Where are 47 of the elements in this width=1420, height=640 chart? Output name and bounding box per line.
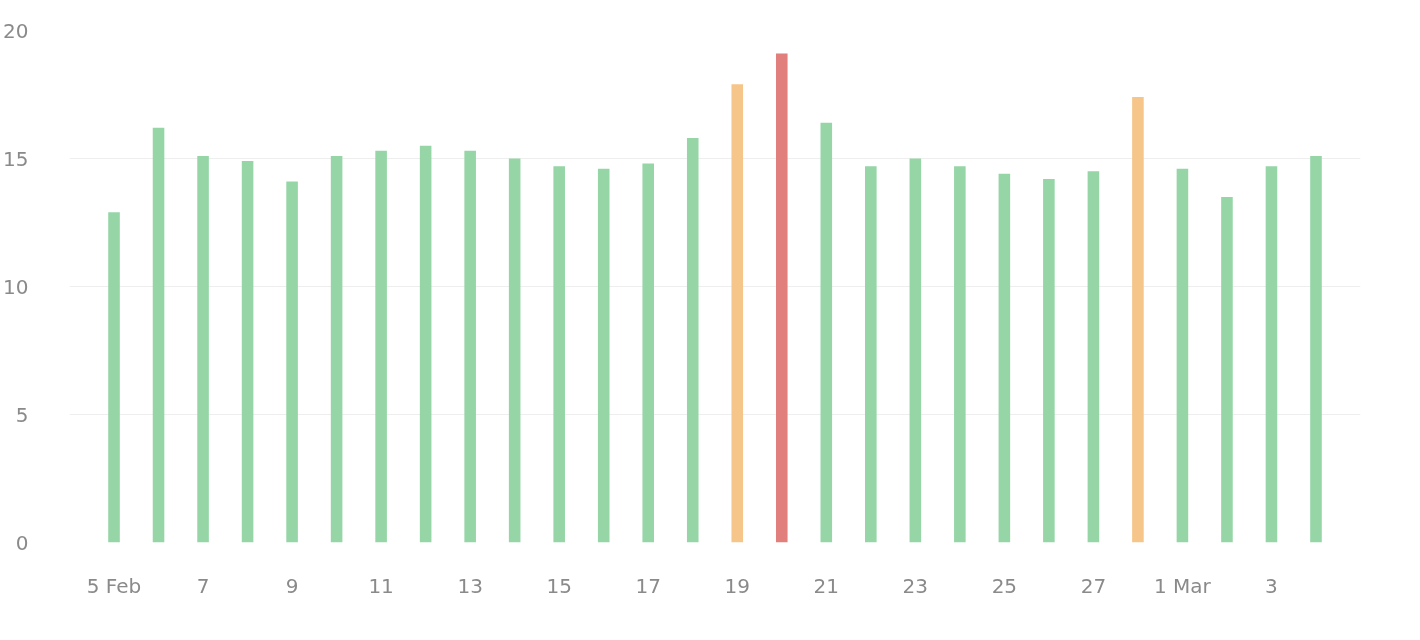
bar: [775, 53, 788, 543]
bar: [108, 212, 120, 543]
x-tick-label: 21: [813, 573, 840, 598]
bar: [1087, 171, 1100, 543]
bar: [553, 166, 565, 543]
bar: [508, 158, 521, 543]
y-tick-label: 0: [15, 530, 29, 555]
x-tick-label: 25: [991, 573, 1018, 598]
x-tick-label: 9: [285, 573, 299, 598]
bar: [1310, 155, 1322, 543]
bar: [1221, 196, 1233, 543]
bar: [642, 163, 655, 543]
bar: [152, 127, 165, 543]
bar: [820, 122, 833, 543]
x-tick-label: 7: [196, 573, 210, 598]
x-tick-label: 3: [1265, 573, 1278, 598]
bar: [241, 161, 254, 543]
bar: [1176, 168, 1189, 543]
bar: [197, 155, 209, 543]
bar: [1043, 178, 1055, 543]
bar: [909, 158, 922, 543]
bar: [865, 166, 877, 543]
bar: [1132, 97, 1144, 543]
bar: [330, 155, 343, 543]
bar: [419, 145, 432, 543]
y-tick-label: 15: [3, 146, 29, 171]
x-tick-label: 23: [902, 573, 929, 598]
x-tick-label: 1 Mar: [1154, 573, 1212, 598]
bar: [731, 84, 744, 543]
bar: [1265, 166, 1278, 543]
x-tick-label: 11: [368, 573, 394, 598]
y-tick-label: 5: [15, 402, 29, 427]
x-tick-label: 27: [1080, 573, 1107, 598]
x-tick-label: 19: [724, 573, 750, 598]
bar: [286, 181, 298, 543]
x-tick-label: 15: [546, 573, 572, 598]
y-tick-label: 20: [3, 18, 29, 43]
bar: [954, 166, 966, 543]
y-tick-label: 10: [3, 274, 29, 299]
x-tick-label: 5 Feb: [86, 573, 142, 598]
bar: [998, 173, 1011, 543]
x-tick-label: 17: [635, 573, 661, 598]
bar: [464, 150, 476, 543]
bar: [686, 138, 699, 543]
x-tick-label: 13: [457, 573, 483, 598]
bar: [375, 150, 387, 543]
bar: [597, 168, 610, 543]
